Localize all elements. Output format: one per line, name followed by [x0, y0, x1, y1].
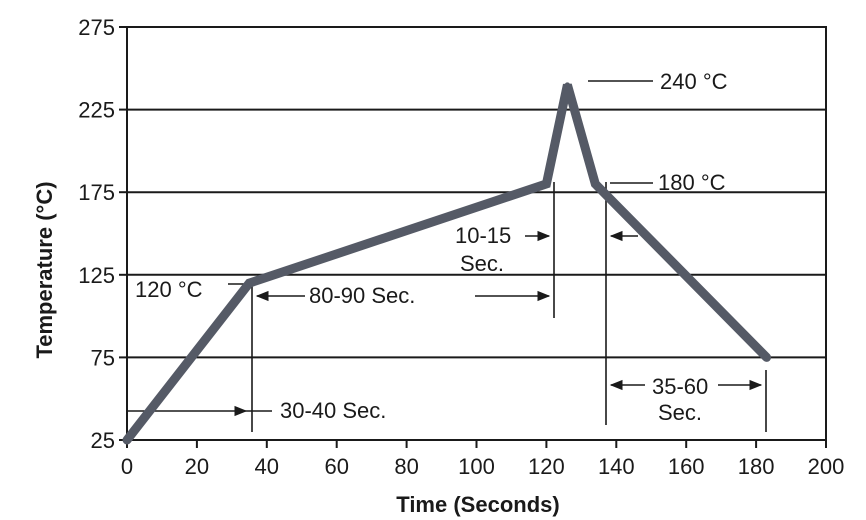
plot-frame: [126, 26, 827, 441]
x-tick-label: 140: [598, 454, 635, 479]
x-tick-label: 0: [121, 454, 133, 479]
annotation-cool-line1: 35-60: [652, 374, 708, 399]
x-tick-label: 120: [528, 454, 565, 479]
y-tick-label: 125: [78, 263, 115, 288]
x-axis-ticks: 0 20 40 60 80 100 120 140 160 180 200: [121, 440, 844, 479]
y-tick-label: 275: [78, 15, 115, 40]
x-axis-title: Time (Seconds): [396, 492, 559, 517]
x-tick-label: 40: [255, 454, 279, 479]
y-tick-label: 25: [91, 428, 115, 453]
data-point: [564, 82, 570, 88]
x-tick-label: 80: [394, 454, 418, 479]
x-tick-label: 180: [738, 454, 775, 479]
x-tick-label: 160: [668, 454, 705, 479]
y-axis-title: Temperature (°C): [32, 181, 57, 358]
series-line: [122, 83, 772, 445]
annotation-peak: 240 °C: [660, 69, 728, 94]
grid-lines: [127, 108, 826, 359]
annotation-ramp: 30-40 Sec.: [280, 398, 386, 423]
x-tick-label: 100: [458, 454, 495, 479]
data-point: [124, 437, 130, 443]
x-tick-label: 60: [324, 454, 348, 479]
annotation-cool-line2: Sec.: [658, 400, 702, 425]
y-tick-label: 175: [78, 180, 115, 205]
annotation-reflow-line2: Sec.: [460, 251, 504, 276]
annotation-reflow-line1: 10-15: [455, 223, 511, 248]
annotation-soak-start: 120 °C: [135, 277, 203, 302]
annotation-reflow-exit: 180 °C: [658, 170, 726, 195]
data-point: [592, 181, 598, 187]
y-tick-label: 225: [78, 98, 115, 123]
data-points: [124, 82, 770, 443]
x-tick-label: 200: [808, 454, 845, 479]
x-tick-label: 20: [185, 454, 209, 479]
data-point: [764, 354, 770, 360]
data-point: [543, 181, 549, 187]
y-tick-label: 75: [91, 345, 115, 370]
annotation-soak: 80-90 Sec.: [309, 283, 415, 308]
data-point: [246, 280, 252, 286]
y-axis-ticks: 25 75 125 175 225 275: [78, 15, 127, 453]
